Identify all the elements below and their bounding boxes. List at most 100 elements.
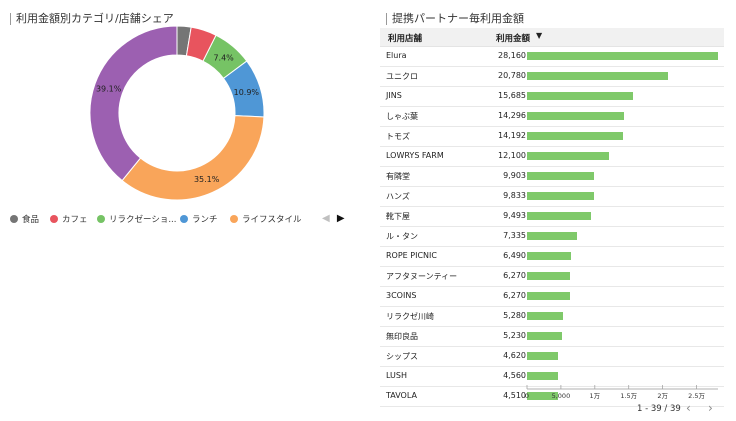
table-row[interactable]: JINS 15,685 <box>380 87 724 107</box>
amount-bar <box>527 232 577 240</box>
store-name: リラクゼ川崎 <box>386 312 434 321</box>
store-name: しゃぶ葉 <box>386 112 418 121</box>
store-name: ル・タン <box>386 232 418 241</box>
amount-value: 9,833 <box>503 191 526 200</box>
column-header-store[interactable]: 利用店舗 <box>388 34 423 44</box>
pagination-info: 1 - 39 / 39 <box>637 404 681 414</box>
table-row[interactable]: ROPE PICNIC 6,490 <box>380 247 724 267</box>
amount-value: 6,270 <box>503 291 526 300</box>
legend-swatch <box>10 215 18 223</box>
amount-bar <box>527 172 595 180</box>
store-name: 靴下屋 <box>386 212 410 221</box>
donut-slice-label: 35.1% <box>194 175 220 184</box>
store-name: LOWRYS FARM <box>386 151 444 160</box>
amount-value: 4,560 <box>503 371 526 380</box>
amount-value: 6,270 <box>503 271 526 280</box>
legend-item[interactable]: 食品 <box>10 213 39 225</box>
amount-bar <box>527 392 558 400</box>
store-name: アフタヌーンティー <box>386 272 458 281</box>
legend-label: ライフスタイル <box>242 215 302 225</box>
amount-value: 4,510 <box>503 391 526 400</box>
table-row[interactable]: ユニクロ 20,780 <box>380 67 724 87</box>
table-row[interactable]: アフタヌーンティー 6,270 <box>380 267 724 287</box>
legend-next-icon[interactable]: ▶ <box>336 213 345 224</box>
table-body: Elura 28,160 ユニクロ 20,780 JINS 15,685 しゃぶ葉 14,29… <box>380 47 724 407</box>
table-row[interactable]: TAVOLA 4,510 <box>380 387 724 407</box>
table-row[interactable]: リラクゼ川崎 5,280 <box>380 307 724 327</box>
legend-item[interactable]: ランチ <box>180 213 218 225</box>
donut-slice-label: 7.4% <box>213 53 234 62</box>
table-row[interactable]: ル・タン 7,335 <box>380 227 724 247</box>
column-header-amount[interactable]: 利用金額 <box>496 34 531 44</box>
donut-slice-label: 39.1% <box>96 85 122 94</box>
amount-bar <box>527 72 668 80</box>
legend-swatch <box>180 215 188 223</box>
amount-value: 14,296 <box>498 111 526 120</box>
legend-prev-icon[interactable]: ◀ <box>322 213 330 224</box>
legend-label: ランチ <box>192 215 218 225</box>
amount-bar <box>527 152 610 160</box>
table-row[interactable]: 有隣堂 9,903 <box>380 167 724 187</box>
store-name: LUSH <box>386 371 408 380</box>
store-name: ユニクロ <box>386 72 418 81</box>
table-row[interactable]: ハンズ 9,833 <box>380 187 724 207</box>
legend-item[interactable]: リラクゼーショ... <box>97 213 176 225</box>
legend-item[interactable]: ライフスタイル <box>230 213 302 225</box>
sort-desc-icon[interactable]: ▼ <box>536 31 543 40</box>
store-name: シップス <box>386 352 418 361</box>
store-name: 無印良品 <box>386 332 418 341</box>
page-next-icon[interactable]: › <box>708 401 713 415</box>
amount-value: 9,493 <box>503 211 526 220</box>
table-row[interactable]: 靴下屋 9,493 <box>380 207 724 227</box>
amount-bar <box>527 272 570 280</box>
table-row[interactable]: LOWRYS FARM 12,100 <box>380 147 724 167</box>
amount-bar <box>527 212 592 220</box>
bar-chart-title: 提携パートナー毎利用金額 <box>386 13 524 25</box>
amount-value: 7,335 <box>503 231 526 240</box>
store-name: Elura <box>386 51 407 60</box>
table-row[interactable]: Elura 28,160 <box>380 47 724 67</box>
amount-value: 15,685 <box>498 91 526 100</box>
table-row[interactable]: 3COINS 6,270 <box>380 287 724 307</box>
amount-bar <box>527 132 624 140</box>
donut-chart: 7.4% 10.9% 35.1% 39.1% <box>89 25 265 201</box>
amount-value: 5,230 <box>503 331 526 340</box>
table-row[interactable]: しゃぶ葉 14,296 <box>380 107 724 127</box>
amount-bar <box>527 312 563 320</box>
table-header: 利用店舗 利用金額 ▼ <box>380 28 724 47</box>
amount-bar <box>527 252 572 260</box>
amount-value: 28,160 <box>498 51 526 60</box>
legend-label: リラクゼーショ... <box>109 215 177 225</box>
legend-swatch <box>97 215 105 223</box>
legend-swatch <box>230 215 238 223</box>
legend-label: 食品 <box>22 215 40 225</box>
store-name: 3COINS <box>386 291 417 300</box>
legend-swatch <box>50 215 58 223</box>
amount-value: 20,780 <box>498 71 526 80</box>
table-row[interactable]: 無印良品 5,230 <box>380 327 724 347</box>
amount-value: 4,620 <box>503 351 526 360</box>
table-row[interactable]: LUSH 4,560 <box>380 367 724 387</box>
store-name: ハンズ <box>386 192 410 201</box>
donut-slice-label: 10.9% <box>234 88 260 97</box>
donut-chart-title: 利用金額別カテゴリ/店舗シェア <box>10 13 174 25</box>
amount-bar <box>527 332 563 340</box>
table-row[interactable]: シップス 4,620 <box>380 347 724 367</box>
amount-value: 9,903 <box>503 171 526 180</box>
page-prev-icon[interactable]: ‹ <box>686 401 691 415</box>
partner-table: 利用店舗 利用金額 ▼ Elura 28,160 ユニクロ 20,780 JINS 15,… <box>380 28 724 407</box>
store-name: TAVOLA <box>386 391 417 400</box>
amount-bar <box>527 352 559 360</box>
store-name: 有隣堂 <box>386 172 410 181</box>
table-row[interactable]: トモズ 14,192 <box>380 127 724 147</box>
donut-slice[interactable] <box>89 25 178 182</box>
amount-bar <box>527 92 634 100</box>
amount-value: 12,100 <box>498 151 526 160</box>
donut-slice[interactable] <box>121 115 265 201</box>
donut-legend: 食品 カフェ リラクゼーショ... ランチ ライフスタイル <box>10 213 350 227</box>
legend-item[interactable]: カフェ <box>50 213 88 225</box>
amount-bar <box>527 112 624 120</box>
legend-label: カフェ <box>62 215 88 225</box>
amount-value: 6,490 <box>503 251 526 260</box>
amount-bar <box>527 192 594 200</box>
